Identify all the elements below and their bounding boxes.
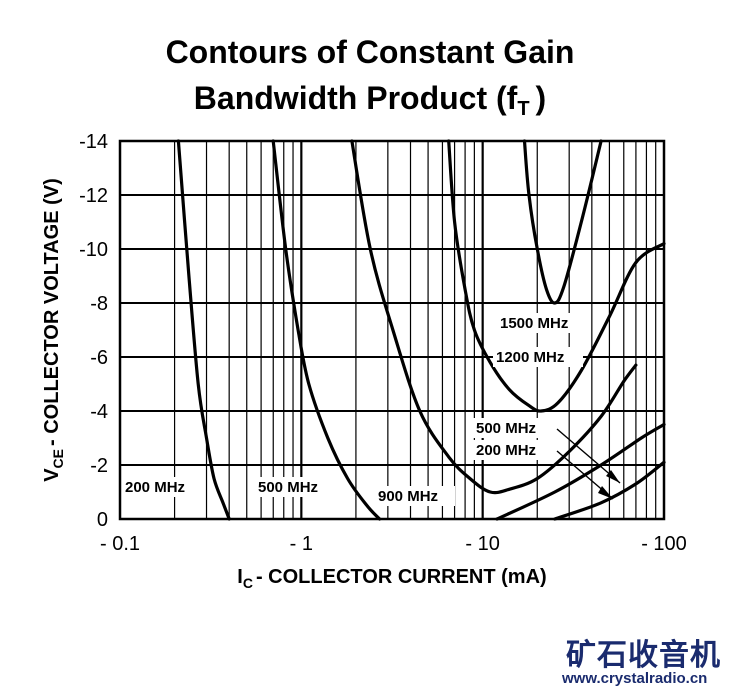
y-axis-label-main: V [41, 468, 63, 482]
x-tick-labels: - 0.1 - 1 - 10 - 100 [100, 533, 687, 555]
x-axis-label-main: I [237, 566, 243, 588]
y-tick-label: 0 [97, 509, 108, 531]
contour-label-900-mhz: 900 MHz [378, 488, 438, 505]
contour-curve-500-mhz-5 [495, 422, 666, 521]
leader-arrowhead [598, 486, 613, 499]
x-tick-label: - 1 [290, 533, 313, 555]
contour-label-bg [473, 418, 551, 438]
gain-bandwidth-chart: Contours of Constant Gain Bandwidth Prod… [41, 34, 687, 591]
contour-curve-200-mhz-0 [176, 139, 231, 521]
plot-border [118, 139, 666, 521]
x-axis-label-rest: - COLLECTOR CURRENT (mA) [256, 566, 547, 588]
contour-curve-1500-mhz-4 [522, 139, 603, 305]
y-axis-label-rest: - COLLECTOR VOLTAGE (V) [41, 178, 63, 446]
y-axis-label: VCE - COLLECTOR VOLTAGE (V) [41, 178, 66, 482]
title-line-2: Bandwidth Product (fT) [194, 80, 546, 120]
contour-labels: 200 MHz 500 MHz 900 MHz 1500 MHz 1200 MHz 500… [122, 313, 621, 506]
contour-label-bg [255, 477, 333, 497]
contour-label-bg [473, 440, 551, 460]
contour-label-200-mhz: 200 MHz [125, 479, 185, 496]
contour-curves [176, 139, 666, 521]
contour-label-bg [122, 477, 200, 497]
title-line-1: Contours of Constant Gain [166, 34, 575, 70]
contour-label-1500-mhz: 1500 MHz [500, 315, 568, 332]
y-axis-label-sub: CE [50, 449, 66, 468]
x-axis-label: IC - COLLECTOR CURRENT (mA) [237, 566, 546, 591]
y-tick-label: -14 [79, 131, 108, 153]
contour-label-bg [497, 313, 587, 333]
plot-frame [118, 139, 666, 521]
y-tick-label: -6 [90, 347, 108, 369]
leader-arrowhead [606, 470, 620, 483]
y-tick-labels: 0 -2 -4 -6 -8 -10 -12 -14 [79, 131, 108, 531]
contour-label-bg [493, 347, 583, 367]
watermark-url: www.crystalradio.cn [562, 670, 708, 687]
contour-curve-200-mhz-6 [553, 460, 666, 521]
contour-label-bg [375, 486, 455, 506]
contour-curve-1200-mhz-3 [447, 139, 666, 413]
x-tick-label: - 0.1 [100, 533, 140, 555]
x-tick-label: - 10 [465, 533, 499, 555]
contour-label-500-mhz: 500 MHz [476, 420, 536, 437]
chart-title: Contours of Constant Gain Bandwidth Prod… [166, 34, 575, 120]
watermark-chinese: 矿石收音机 [566, 638, 721, 673]
y-tick-label: -4 [90, 401, 108, 423]
contour-label-200-mhz: 200 MHz [476, 442, 536, 459]
x-axis-label-sub: C [243, 575, 253, 591]
y-tick-label: -2 [90, 455, 108, 477]
y-tick-label: -10 [79, 239, 108, 261]
contour-label-500-mhz: 500 MHz [258, 479, 318, 496]
y-tick-label: -8 [90, 293, 108, 315]
title-line-2-end: ) [536, 80, 547, 116]
contour-label-1200-mhz: 1200 MHz [496, 349, 564, 366]
x-tick-label: - 100 [641, 533, 687, 555]
title-line-2-sub: T [517, 98, 529, 120]
contour-curve-500-mhz-1 [271, 139, 382, 521]
title-line-2-main: Bandwidth Product (f [194, 80, 518, 116]
y-tick-label: -12 [79, 185, 108, 207]
contour-curve-900-mhz-2 [350, 139, 638, 495]
